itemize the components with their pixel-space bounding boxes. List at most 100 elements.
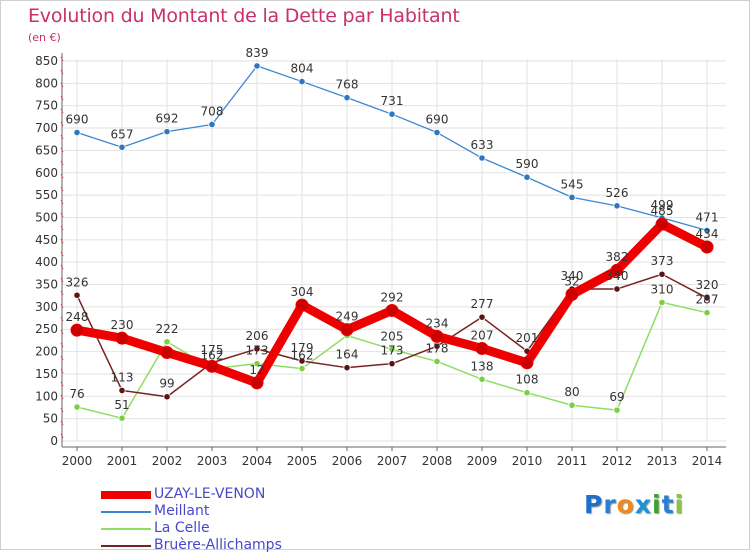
- y-tick-label: 0: [50, 434, 58, 448]
- logo-letter: r: [603, 490, 617, 519]
- data-label: 731: [381, 94, 404, 108]
- data-label: 108: [516, 373, 539, 387]
- data-label: 249: [336, 310, 359, 324]
- data-label: 12: [249, 363, 264, 377]
- x-tick-label: 2008: [422, 454, 453, 468]
- data-point: [118, 143, 126, 151]
- data-label: 304: [291, 285, 314, 299]
- y-tick-label: 50: [43, 412, 58, 426]
- legend-swatch-meillant: [101, 511, 151, 513]
- data-label: 633: [471, 138, 494, 152]
- data-label: 340: [561, 269, 584, 283]
- data-point: [433, 342, 441, 350]
- data-label: 326: [66, 275, 89, 289]
- data-point: [433, 128, 441, 137]
- x-tick-label: 2012: [602, 454, 633, 468]
- data-label: 277: [471, 297, 494, 311]
- x-tick-label: 2003: [197, 454, 228, 468]
- y-axis-marker: [60, 420, 64, 426]
- y-axis-marker: [60, 108, 64, 114]
- y-axis-marker: [60, 342, 64, 348]
- x-tick-label: 2010: [512, 454, 543, 468]
- y-axis-marker: [60, 160, 64, 166]
- data-point: [388, 360, 396, 368]
- data-label: 51: [114, 398, 129, 412]
- y-axis-marker: [60, 277, 64, 283]
- data-label: 138: [471, 359, 494, 373]
- logo-letter: o: [616, 490, 635, 519]
- data-point: [613, 285, 621, 293]
- data-point: [430, 329, 444, 343]
- y-tick-label: 350: [35, 278, 58, 292]
- data-point: [520, 356, 534, 370]
- x-tick-label: 2000: [62, 454, 93, 468]
- data-point: [700, 240, 714, 254]
- data-label: 434: [696, 227, 719, 241]
- data-point: [475, 341, 489, 355]
- data-label: 287: [696, 293, 719, 307]
- data-point: [433, 357, 441, 366]
- data-point: [253, 360, 261, 368]
- data-label: 839: [246, 46, 269, 60]
- y-tick-label: 200: [35, 345, 58, 359]
- data-label: 310: [651, 282, 674, 296]
- data-label: 320: [696, 278, 719, 292]
- data-point: [388, 345, 396, 353]
- data-label: 545: [561, 177, 584, 191]
- data-label: 230: [111, 318, 134, 332]
- y-tick-label: 100: [35, 389, 58, 403]
- y-axis-marker: [60, 394, 64, 400]
- data-point: [568, 193, 576, 201]
- y-axis-marker: [60, 238, 64, 244]
- data-point: [388, 110, 396, 118]
- data-point: [298, 77, 306, 86]
- data-point: [703, 294, 711, 302]
- logo-letter: i: [674, 490, 685, 519]
- data-point: [298, 357, 306, 365]
- data-point: [523, 173, 531, 181]
- data-point: [478, 154, 486, 162]
- data-point: [703, 309, 711, 317]
- data-point: [340, 323, 354, 337]
- y-tick-label: 500: [35, 210, 58, 224]
- data-point: [703, 226, 711, 235]
- data-label: 162: [291, 349, 314, 363]
- data-label: 690: [426, 113, 449, 127]
- y-axis-marker: [60, 407, 64, 413]
- x-tick-label: 2014: [692, 454, 723, 468]
- data-label: 292: [381, 290, 404, 304]
- data-label: 222: [156, 322, 179, 336]
- y-axis-marker: [60, 368, 64, 374]
- data-point: [655, 217, 669, 231]
- y-axis-marker: [60, 95, 64, 101]
- y-axis-marker: [60, 433, 64, 439]
- data-label: 768: [336, 78, 359, 92]
- data-label: 526: [606, 186, 629, 200]
- data-point: [568, 401, 576, 409]
- legend-swatch-uzay: [101, 491, 151, 499]
- x-tick-label: 2013: [647, 454, 678, 468]
- y-axis-marker: [60, 329, 64, 335]
- x-tick-label: 2005: [287, 454, 318, 468]
- data-point: [73, 291, 81, 299]
- y-axis-marker: [60, 56, 64, 62]
- data-point: [163, 393, 171, 401]
- y-axis-marker: [60, 212, 64, 218]
- y-tick-label: 150: [35, 367, 58, 381]
- data-point: [565, 287, 579, 301]
- y-axis-marker: [60, 251, 64, 257]
- data-point: [385, 303, 399, 317]
- data-label: 205: [381, 329, 404, 343]
- data-label: 804: [291, 62, 314, 76]
- proxiti-logo: Proxiti: [584, 490, 684, 519]
- data-point: [295, 298, 309, 312]
- x-tick-label: 2007: [377, 454, 408, 468]
- y-axis-marker: [60, 264, 64, 270]
- x-tick-label: 2001: [107, 454, 138, 468]
- y-axis-marker: [60, 147, 64, 153]
- logo-letter: x: [634, 490, 652, 519]
- y-axis-marker: [60, 82, 64, 88]
- legend-label-meillant: Meillant: [154, 503, 210, 519]
- data-label: 499: [651, 198, 674, 212]
